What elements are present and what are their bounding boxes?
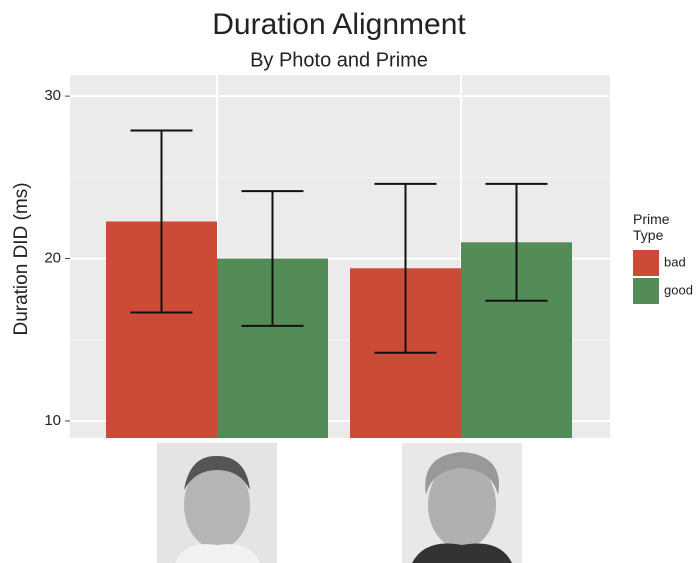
y-tick-label: 20 (44, 249, 61, 266)
chart-title: Duration Alignment (212, 8, 466, 41)
error-bar (485, 182, 548, 302)
legend-swatch (633, 250, 659, 276)
y-axis-label: Duration DID (ms) (11, 182, 32, 335)
legend-title: Prime Type (633, 211, 670, 243)
error-bar (241, 190, 304, 327)
legend-swatch (633, 278, 659, 304)
error-bar (130, 129, 193, 314)
error-bar (374, 182, 437, 354)
photo (402, 443, 522, 563)
y-tick-label: 10 (44, 412, 61, 429)
y-tick-label: 30 (44, 87, 61, 104)
legend-label: good (664, 282, 693, 297)
chart-subtitle: By Photo and Prime (250, 49, 428, 71)
photo (157, 443, 277, 563)
legend-label: bad (664, 254, 686, 269)
